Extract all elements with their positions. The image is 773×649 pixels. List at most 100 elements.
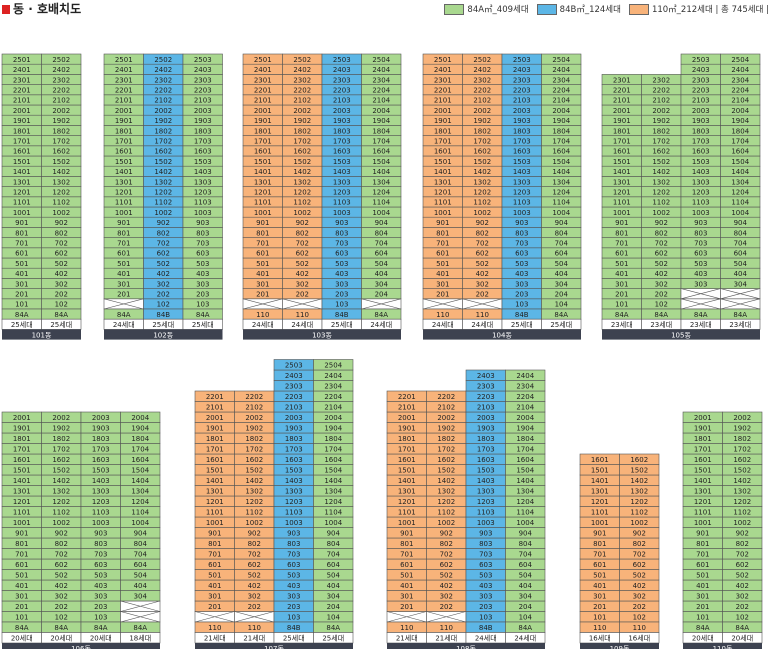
unit-number: 802 [55,540,68,548]
unit-number: 301 [117,280,130,288]
unit-number: 1601 [254,148,272,156]
unit-number: 1801 [694,435,712,443]
unit-number: 1103 [477,509,495,517]
unit-count-label: 24세대 [252,320,274,329]
unit-number: 1303 [333,178,351,186]
unit-number: 401 [208,582,221,590]
unit-number: 103 [287,614,300,622]
unit-number: 1901 [694,425,712,433]
empty-unit-cross [194,611,235,623]
unit-number: 2101 [398,404,416,412]
unit-number: 402 [440,582,453,590]
unit-number: 2504 [324,362,342,370]
unit-number: 703 [287,551,300,559]
empty-unit-cross [282,298,323,310]
unit-number: 904 [327,530,341,538]
unit-number: 1601 [694,456,712,464]
unit-number: 804 [327,540,341,548]
unit-number: 1704 [552,138,570,146]
unit-number: 701 [208,551,221,559]
empty-unit-cross [720,298,761,310]
unit-number: 303 [196,280,209,288]
unit-number: 101 [15,301,28,309]
unit-number: 1101 [206,509,224,517]
unit-count-label: 21세대 [396,634,418,643]
unit-number: 2201 [613,87,631,95]
unit-number: 503 [335,260,348,268]
unit-number: 1603 [194,148,212,156]
unit-number: 604 [327,561,341,569]
unit-number: 1803 [194,127,212,135]
unit-number: 1402 [473,168,491,176]
unit-number: 601 [400,561,413,569]
unit-number: 502 [736,572,749,580]
unit-number: 604 [519,561,533,569]
unit-number: 1103 [692,199,710,207]
unit-number: 602 [736,561,749,569]
unit-number: 1903 [92,425,110,433]
unit-number: 2102 [293,97,311,105]
unit-number: 504 [519,572,533,580]
unit-count-label: 25세대 [192,320,214,329]
unit-type-label: 84A [518,624,532,632]
unit-number: 1004 [131,519,149,527]
unit-number: 403 [479,582,492,590]
unit-number: 2404 [552,66,570,74]
unit-number: 2103 [285,404,303,412]
unit-number: 1904 [516,425,534,433]
unit-number: 401 [15,270,28,278]
unit-number: 404 [734,270,748,278]
unit-number: 1204 [552,189,570,197]
unit-number: 402 [55,582,68,590]
unit-number: 201 [256,291,269,299]
unit-number: 2201 [115,87,133,95]
unit-number: 501 [615,260,628,268]
unit-number: 203 [196,291,209,299]
unit-number: 1903 [692,117,710,125]
unit-number: 904 [134,530,148,538]
unit-number: 1002 [473,209,491,217]
unit-number: 2203 [477,393,495,401]
unit-count-label: 24세대 [291,320,313,329]
unit-number: 1902 [733,425,751,433]
unit-number: 1202 [733,498,751,506]
unit-number: 204 [555,291,569,299]
unit-number: 1204 [131,498,149,506]
unit-number: 803 [515,229,528,237]
unit-number: 1303 [92,488,110,496]
unit-number: 1704 [131,446,149,454]
unit-number: 303 [287,593,300,601]
unit-number: 1401 [13,477,31,485]
unit-number: 802 [440,540,453,548]
unit-number: 1502 [245,467,263,475]
building-footer [2,643,160,649]
unit-number: 2003 [477,414,495,422]
legend-swatch-84b [536,3,557,15]
unit-number: 302 [55,593,68,601]
unit-number: 901 [208,530,221,538]
unit-number: 603 [196,250,209,258]
unit-count-label: 21세대 [243,634,265,643]
unit-number: 1704 [324,446,342,454]
unit-number: 1601 [398,456,416,464]
unit-number: 1001 [13,519,31,527]
unit-number: 2103 [333,97,351,105]
unit-number: 402 [55,270,68,278]
unit-number: 1802 [437,435,455,443]
unit-number: 601 [696,561,709,569]
unit-number: 901 [615,219,628,227]
unit-number: 303 [694,280,707,288]
unit-number: 903 [515,219,528,227]
unit-number: 1701 [115,138,133,146]
unit-number: 501 [400,572,413,580]
unit-number: 2004 [324,414,342,422]
unit-cell [361,53,402,65]
unit-number: 2401 [254,66,272,74]
building-footer [387,643,545,649]
unit-number: 101 [593,614,606,622]
unit-type-label: 84B [515,311,529,319]
unit-number: 304 [734,280,748,288]
unit-number: 403 [515,270,528,278]
unit-number: 2404 [372,66,390,74]
unit-number: 1803 [513,127,531,135]
